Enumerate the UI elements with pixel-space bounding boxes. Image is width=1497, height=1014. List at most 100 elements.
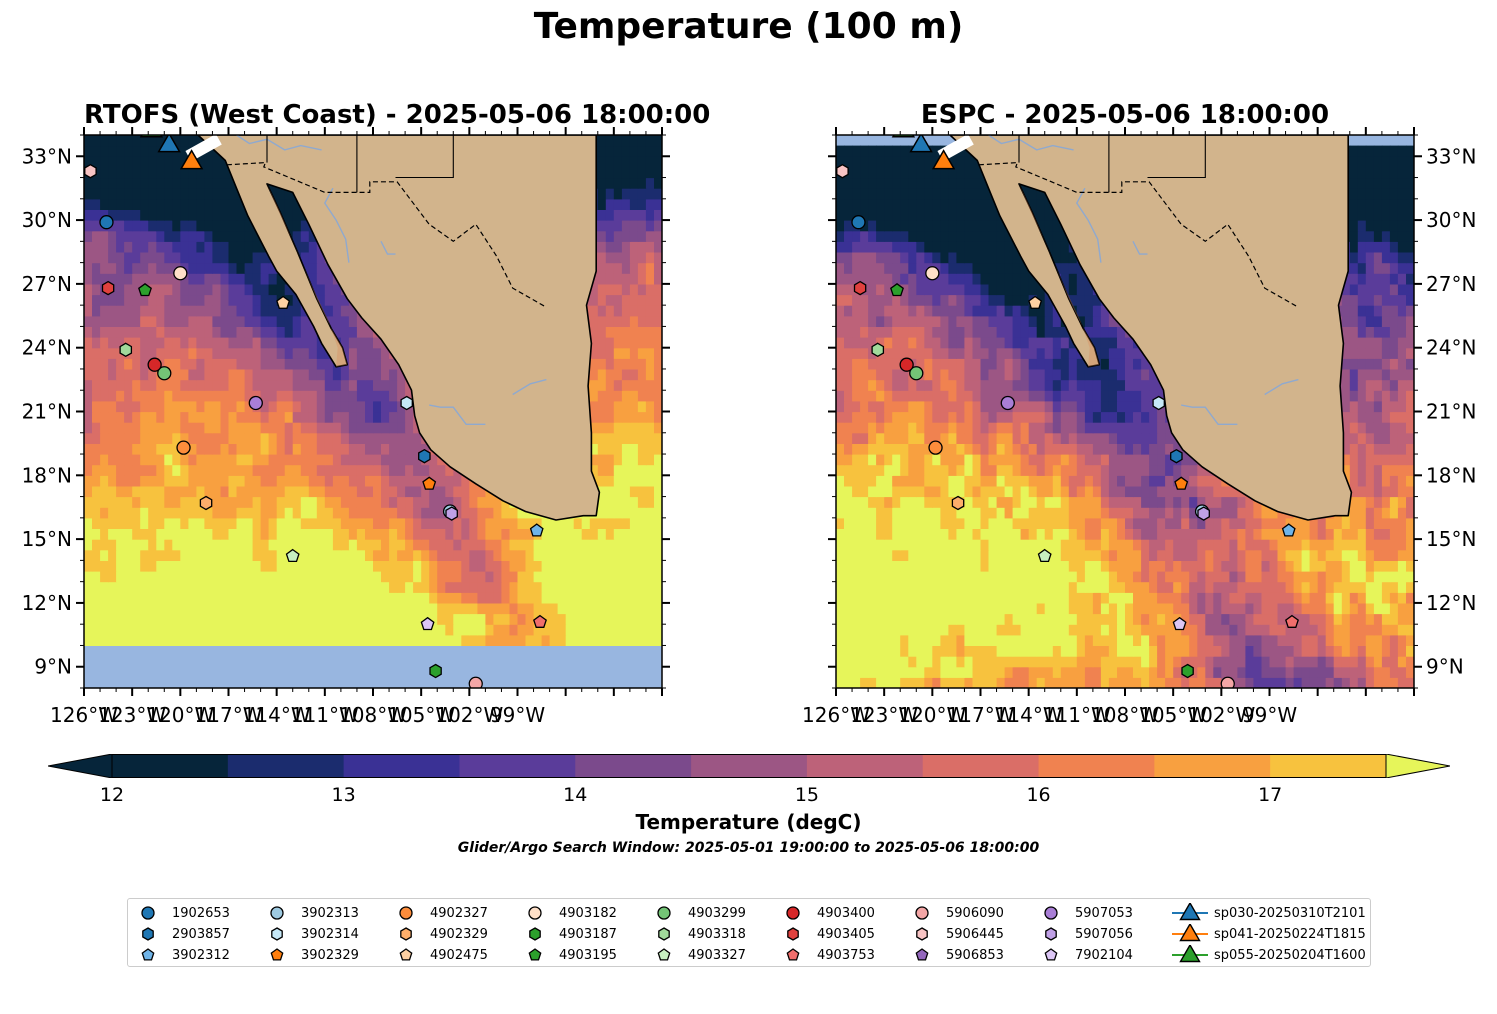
x-tick-label: 102°W (435, 703, 503, 727)
legend-label: 4903753 (817, 948, 875, 963)
legend-label: 4903327 (688, 948, 746, 963)
land (949, 135, 1353, 521)
legend-marker-shape (270, 906, 284, 920)
river (1132, 240, 1148, 255)
figure-title: Temperature (100 m) (533, 6, 964, 47)
y-tick-label: 24°N (22, 336, 72, 360)
y-tick-label: 21°N (22, 400, 72, 424)
legend-marker (1172, 924, 1208, 942)
float-4902327 (176, 440, 191, 455)
legend-marker (141, 948, 155, 961)
float-4903400 (147, 357, 162, 372)
colorbar-tick-label: 13 (331, 784, 356, 806)
float-4903753 (533, 614, 547, 628)
river (380, 240, 396, 255)
colorbar-frame (111, 754, 1387, 778)
legend-marker-shape (528, 906, 542, 920)
river (512, 378, 547, 396)
float-7902104 (1172, 616, 1187, 631)
x-tick-label: 114°W (243, 703, 311, 727)
river (1181, 404, 1238, 425)
legend-marker-shape (142, 927, 154, 941)
legend-marker (1044, 948, 1058, 961)
x-tick-label: 120°W (898, 703, 966, 727)
panel-title-rtofs: RTOFS (West Coast) - 2025-05-06 18:00:00 (84, 100, 711, 130)
float-5907053 (248, 395, 263, 411)
legend-marker-shape (271, 927, 283, 941)
colorbar-bin (691, 754, 808, 778)
legend-label: 4903318 (688, 927, 746, 942)
y-tick-label: 9°N (34, 655, 72, 679)
float-4903318 (119, 342, 133, 358)
float-4903195 (890, 282, 904, 297)
x-tick-label: 99°W (490, 703, 545, 727)
legend-marker (786, 906, 800, 920)
legend-marker-shape (399, 906, 413, 920)
legend-marker (787, 927, 799, 941)
legend-marker-shape (528, 948, 542, 961)
legend-marker (657, 906, 671, 920)
float-4902475 (1028, 295, 1043, 309)
panel-title-espc: ESPC - 2025-05-06 18:00:00 (920, 100, 1330, 130)
river (236, 135, 322, 151)
y-tick-label: 24°N (1426, 336, 1476, 360)
glider-sp030-20250310T2101 (909, 135, 933, 153)
legend-label: 4903400 (817, 906, 875, 921)
legend-marker (1172, 945, 1208, 963)
legend-marker-shape (1044, 906, 1058, 920)
legend-marker-shape (787, 927, 799, 941)
search-window-note: Glider/Argo Search Window: 2025-05-01 19… (457, 840, 1040, 856)
legend-label: 4903195 (559, 948, 617, 963)
legend-marker-shape (270, 948, 284, 961)
legend-label: 4902327 (430, 906, 488, 921)
legend-marker-shape (399, 948, 413, 961)
legend-marker (529, 927, 541, 941)
x-tick-label: 108°W (1091, 703, 1159, 727)
float-4903299 (157, 366, 172, 381)
legend-label: 4903299 (688, 906, 746, 921)
colorbar-bin (1038, 754, 1155, 778)
y-tick-label: 33°N (22, 144, 72, 168)
river (1264, 378, 1299, 396)
legend: 1902653 2903857 3902312 3902313 3902314 39023… (127, 898, 1371, 967)
legend-marker-shape (1045, 927, 1057, 941)
float-5906090 (1220, 676, 1235, 688)
legend-label: 2903857 (172, 927, 230, 942)
colorbar-tick-label: 16 (1026, 784, 1051, 806)
colorbar-tick-label: 14 (563, 784, 588, 806)
float-4903299 (909, 366, 924, 381)
float-4903327 (1037, 548, 1052, 563)
x-tick-label: 126°W (802, 703, 870, 727)
axis-ticks (828, 127, 1422, 696)
colorbar-bin (575, 754, 692, 778)
float-4903187 (1181, 663, 1194, 679)
colorbar-bin (1270, 754, 1387, 778)
float-1902653 (851, 215, 866, 230)
x-tick-label: 111°W (291, 703, 359, 727)
legend-label: 1902653 (172, 906, 230, 921)
float-4903182 (173, 266, 188, 281)
legend-label: 4902329 (430, 927, 488, 942)
legend-label: 4903187 (559, 927, 617, 942)
legend-marker (1172, 903, 1208, 921)
legend-label: 5907056 (1075, 927, 1133, 942)
y-tick-label: 27°N (22, 272, 72, 296)
float-4902327 (928, 440, 943, 455)
legend-label: 5907053 (1075, 906, 1133, 921)
legend-marker (400, 927, 412, 941)
legend-marker-shape (786, 948, 800, 961)
float-4902329 (199, 495, 213, 511)
x-tick-label: 120°W (146, 703, 214, 727)
y-tick-label: 18°N (1426, 463, 1476, 487)
float-5906445 (84, 163, 97, 179)
x-tick-label: 117°W (947, 703, 1015, 727)
x-tick-label: 117°W (195, 703, 263, 727)
legend-marker-shape (916, 927, 928, 941)
legend-marker (528, 948, 542, 961)
float-5907056 (1197, 506, 1210, 521)
state-border (395, 135, 454, 179)
river (323, 187, 350, 263)
y-tick-label: 33°N (1426, 144, 1476, 168)
colorbar-bin (227, 754, 345, 778)
colorbar-bin (343, 754, 460, 778)
